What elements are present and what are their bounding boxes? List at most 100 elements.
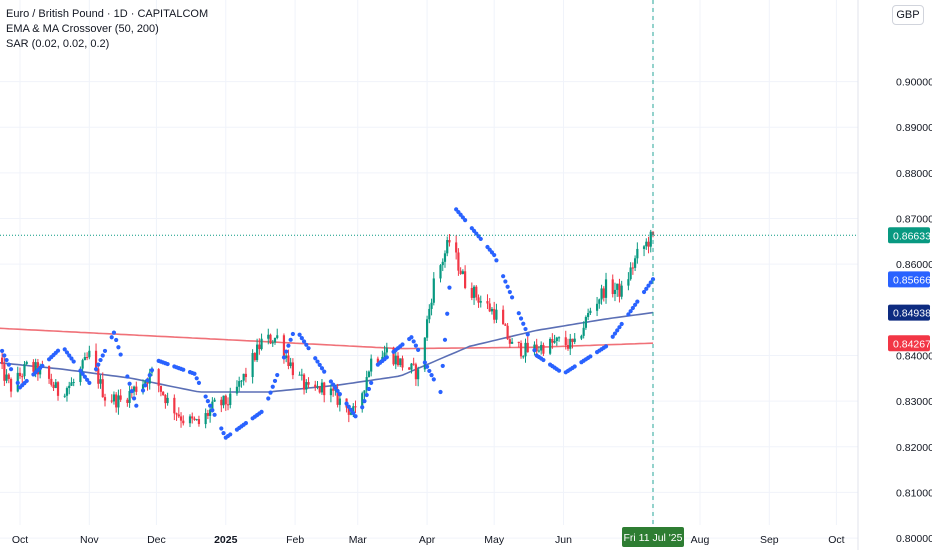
candle-body xyxy=(32,361,35,372)
sar-dot xyxy=(96,362,101,367)
candle-body xyxy=(443,253,447,262)
candle-body xyxy=(385,347,388,353)
candle-body xyxy=(557,337,561,339)
sar-dot xyxy=(445,311,450,316)
badge-label: 0.84267 xyxy=(893,338,931,350)
sar-dot xyxy=(509,295,515,300)
sar-dot xyxy=(610,334,615,339)
candle-body xyxy=(376,358,379,363)
candle-body xyxy=(70,382,73,386)
candle-body xyxy=(34,362,37,372)
candle-body xyxy=(631,267,634,269)
sar-dot xyxy=(422,360,427,365)
indicator-sar[interactable]: SAR (0.02, 0.02, 0.2) xyxy=(6,38,110,50)
sar-dot xyxy=(165,361,170,367)
sar-dot xyxy=(572,364,577,369)
candle-body xyxy=(410,363,413,370)
candle-body xyxy=(146,381,149,384)
candle-body xyxy=(195,419,198,421)
sar-dot xyxy=(109,335,114,340)
sar-dot xyxy=(630,305,635,311)
date-badge-label: Fri 11 Jul '25 xyxy=(623,532,682,544)
sar-dot xyxy=(431,377,436,382)
date-badge-bg xyxy=(622,527,684,547)
sar-dot xyxy=(313,356,318,361)
sar-dot xyxy=(335,388,340,394)
sar-dot xyxy=(411,339,416,344)
sar-dot xyxy=(111,330,117,335)
candle-body xyxy=(88,350,91,358)
candle-body xyxy=(79,368,82,383)
sar-dot xyxy=(635,299,640,304)
sar-dot xyxy=(328,379,334,384)
sar-dot xyxy=(0,348,5,354)
candle-body xyxy=(549,339,552,354)
candle-body xyxy=(253,353,256,361)
x-tick-label: Nov xyxy=(80,534,99,546)
sar-dot xyxy=(556,368,562,373)
sar-dot xyxy=(2,353,7,358)
sar-dot xyxy=(24,378,29,384)
sar-dot xyxy=(259,409,264,414)
candle-body xyxy=(602,288,605,298)
sar-dot xyxy=(85,377,90,382)
badge-bg xyxy=(888,271,930,288)
parabolic-sar-dots xyxy=(0,207,656,440)
symbol-title[interactable]: Euro / British Pound · 1D · CAPITALCOM xyxy=(6,8,209,20)
candle-body xyxy=(112,394,116,402)
price-badge-ma200: 0.84267 xyxy=(888,335,931,352)
candle-body xyxy=(367,371,371,378)
candle-body xyxy=(226,404,230,406)
sar-dot xyxy=(194,376,199,381)
candle-body xyxy=(305,382,308,390)
candle-body xyxy=(39,365,42,375)
candle-body xyxy=(618,283,621,297)
x-tick-label: Dec xyxy=(147,534,166,546)
sar-dot xyxy=(525,332,530,337)
sar-dot xyxy=(275,372,280,378)
candle-body xyxy=(604,279,608,298)
sar-dot xyxy=(55,348,61,353)
candle-body xyxy=(464,271,467,288)
candle-body xyxy=(7,374,10,379)
sar-dot xyxy=(617,325,622,330)
candle-body xyxy=(1,357,4,365)
candle-body xyxy=(68,385,71,389)
sar-dot xyxy=(503,279,508,284)
sar-dot xyxy=(333,385,338,390)
sar-dot xyxy=(633,302,638,307)
sar-dot xyxy=(228,432,233,437)
candle-body xyxy=(472,286,476,298)
sar-dot xyxy=(424,364,430,369)
sar-dot xyxy=(78,368,83,373)
y-tick-label: 0.80000 xyxy=(896,533,932,545)
indicator-ema-ma-crossover[interactable]: EMA & MA Crossover (50, 200) xyxy=(6,23,159,35)
candle-body xyxy=(269,334,272,344)
candle-body xyxy=(349,412,353,415)
currency-button[interactable]: GBP xyxy=(892,5,924,25)
candle-body xyxy=(352,406,355,413)
candle-body xyxy=(289,362,292,367)
sar-dot xyxy=(523,326,528,332)
candle-body xyxy=(475,286,478,298)
sar-dot xyxy=(270,384,275,389)
candle-body xyxy=(361,393,364,408)
price-axis[interactable]: 0.90000 0.89000 0.88000 0.87000 0.86000 0.840… xyxy=(896,77,932,546)
sar-dot xyxy=(442,337,448,342)
sar-dot xyxy=(346,404,351,409)
time-axis[interactable]: Oct Nov Dec 2025 Feb Mar Apr May Jun Aug Sep Oct xyxy=(12,534,845,546)
candle-body xyxy=(166,397,169,404)
candle-body xyxy=(502,309,505,325)
candle-body xyxy=(258,344,261,350)
candle-body xyxy=(600,288,603,300)
candle-body xyxy=(164,395,167,404)
candle-body xyxy=(584,317,587,328)
sar-dot xyxy=(8,367,14,372)
sar-dot xyxy=(337,392,342,397)
candle-body xyxy=(115,394,118,408)
sar-dot xyxy=(532,348,537,353)
candle-body xyxy=(370,358,373,372)
candle-body xyxy=(448,240,451,243)
candle-body xyxy=(162,391,165,396)
